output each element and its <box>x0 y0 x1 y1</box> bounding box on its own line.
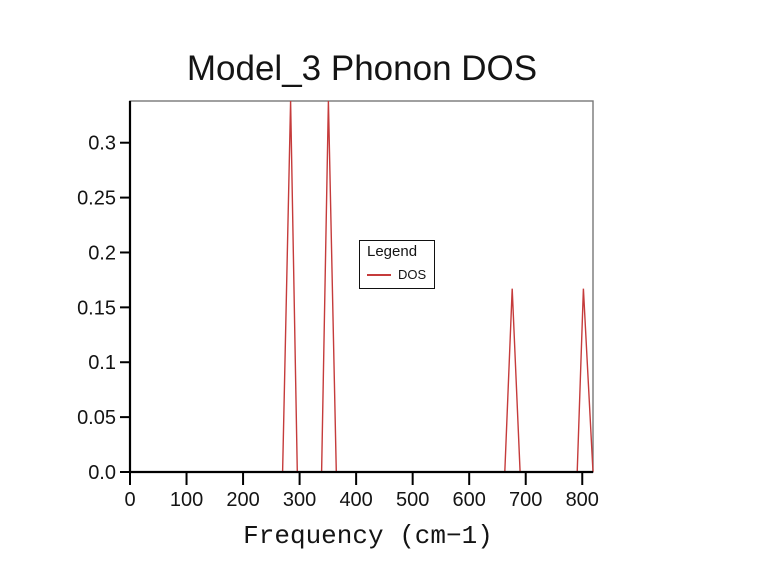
legend-title: Legend <box>367 243 418 260</box>
y-tick-label: 0.3 <box>88 133 116 155</box>
x-tick-label: 300 <box>283 489 316 511</box>
chart-title: Model_3 Phonon DOS <box>187 49 537 88</box>
x-tick-label: 400 <box>339 489 372 511</box>
legend-line-sample-icon <box>367 273 391 276</box>
y-tick-label: 0.15 <box>77 297 116 319</box>
x-tick-label: 0 <box>124 489 135 511</box>
y-tick-label: 0.05 <box>77 407 116 429</box>
y-tick-label: 0.2 <box>88 242 116 264</box>
y-tick-label: 0.0 <box>88 462 116 484</box>
legend-entry-dos: DOS <box>367 267 426 282</box>
x-tick-label: 700 <box>509 489 542 511</box>
x-tick-label: 100 <box>170 489 203 511</box>
plot-area: 0 100 200 300 400 500 600 700 800 0.0 0.05 0.1 0.15 0… <box>77 100 599 511</box>
legend-entry-label: DOS <box>398 267 427 282</box>
x-tick-label: 800 <box>566 489 599 511</box>
x-tick-label: 200 <box>226 489 259 511</box>
y-tick-label: 0.25 <box>77 188 116 210</box>
y-tick-label: 0.1 <box>88 352 116 374</box>
x-tick-label: 500 <box>396 489 429 511</box>
legend-box: Legend DOS <box>359 240 436 289</box>
x-tick-label: 600 <box>453 489 486 511</box>
x-axis-label: Frequency (cm−1) <box>243 521 493 551</box>
